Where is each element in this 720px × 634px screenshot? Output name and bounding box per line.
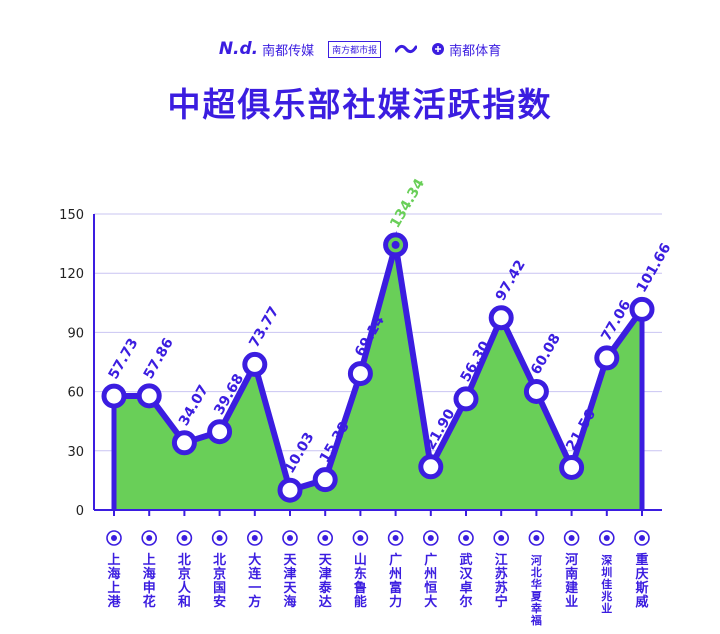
x-tick-label: 重庆斯威 bbox=[634, 552, 648, 610]
data-points bbox=[101, 232, 655, 503]
x-tick-label: 天津天海 bbox=[283, 553, 297, 610]
x-tick-label: 大连一方 bbox=[248, 552, 262, 610]
nandu-sports-logo: 南都体育 bbox=[431, 40, 501, 59]
club-badge-icon-center bbox=[146, 535, 153, 541]
club-badge-icon-center bbox=[568, 535, 575, 541]
data-point bbox=[171, 430, 197, 456]
x-tick-label: 广州富力 bbox=[388, 552, 402, 610]
chart-title: 中超俱乐部社媒活跃指数 bbox=[167, 85, 553, 124]
x-tick-label: 江苏苏宁 bbox=[495, 552, 508, 610]
area-shape bbox=[114, 244, 642, 510]
data-label: 134.34 bbox=[387, 176, 428, 231]
club-badge-icon-center bbox=[533, 535, 540, 541]
club-badge-icon-center bbox=[181, 535, 188, 541]
y-tick-label: 0 bbox=[76, 504, 84, 519]
nandu-sports-icon bbox=[432, 43, 445, 55]
data-point bbox=[136, 383, 162, 409]
y-tick-label: 90 bbox=[67, 326, 84, 341]
data-label: 57.73 bbox=[106, 336, 142, 382]
data-label: 10.03 bbox=[282, 430, 318, 476]
club-badge-icon-center bbox=[498, 535, 505, 541]
club-badge-icon-center bbox=[392, 535, 399, 541]
y-tick-label: 120 bbox=[59, 267, 84, 282]
club-badge-icon-center bbox=[427, 535, 434, 541]
y-tick-label: 30 bbox=[67, 445, 84, 460]
data-label: 57.86 bbox=[141, 335, 177, 381]
nandu-media-logo: N.d. 南都传媒 bbox=[219, 39, 314, 59]
data-point bbox=[277, 477, 303, 503]
data-point bbox=[488, 305, 514, 331]
club-badge-icon-center bbox=[603, 535, 610, 541]
data-point bbox=[242, 351, 268, 377]
club-badge-icon-center bbox=[322, 535, 329, 541]
club-badge-icon-center bbox=[463, 535, 469, 541]
x-tick-labels: 上海上港 上海申花 北京人和 北京国安 大连一方 天津天海 天津泰达 山东鲁能 广州富力 广州恒大… bbox=[106, 510, 650, 627]
data-point bbox=[207, 419, 233, 445]
nandu-media-text: 南都传媒 bbox=[262, 43, 315, 59]
data-point-center bbox=[391, 240, 400, 249]
nandu-sports-text: 南都体育 bbox=[449, 43, 502, 59]
data-point bbox=[101, 383, 127, 409]
data-point bbox=[312, 467, 338, 493]
x-tick-label: 天津泰达 bbox=[318, 553, 333, 610]
data-label: 60.08 bbox=[528, 331, 564, 377]
nd-mark-icon: N.d. bbox=[218, 39, 259, 59]
y-tick-label: 60 bbox=[67, 386, 84, 401]
club-badge-icon-center bbox=[111, 535, 117, 541]
club-badge-icon-center bbox=[357, 535, 364, 541]
brand-logos: N.d. 南都传媒 南方都市报 南都体育 bbox=[0, 36, 720, 62]
data-point bbox=[629, 296, 655, 322]
x-tick-label: 河南建业 bbox=[565, 552, 578, 610]
club-badge-icon-center bbox=[251, 535, 258, 541]
club-badge-icon-center bbox=[639, 535, 645, 541]
y-tick-label: 150 bbox=[59, 208, 84, 223]
area-fill bbox=[114, 244, 642, 510]
club-badge-icon-center bbox=[216, 535, 223, 541]
wave-logo-icon bbox=[395, 44, 418, 54]
x-tick-label: 北京国安 bbox=[213, 553, 226, 610]
data-point bbox=[418, 454, 444, 480]
data-point bbox=[347, 361, 373, 387]
series-line bbox=[111, 230, 645, 510]
data-label: 34.07 bbox=[176, 382, 212, 428]
data-point bbox=[559, 454, 585, 480]
data-label: 97.42 bbox=[493, 257, 529, 303]
data-point bbox=[453, 386, 479, 412]
x-tick-label: 河北华夏幸福 bbox=[530, 553, 543, 627]
series-line-path bbox=[113, 230, 645, 494]
x-tick-label: 山东鲁能 bbox=[354, 552, 367, 610]
data-point bbox=[523, 378, 549, 404]
southern-metropolis-daily-logo: 南方都市报 bbox=[328, 40, 382, 58]
data-point bbox=[594, 345, 620, 371]
data-label: 73.77 bbox=[246, 304, 282, 350]
x-tick-label: 北京人和 bbox=[178, 553, 192, 610]
x-tick-label: 上海上港 bbox=[107, 553, 121, 610]
data-label: 101.66 bbox=[634, 241, 675, 296]
x-tick-label: 上海申花 bbox=[143, 553, 156, 610]
x-tick-label: 广州恒大 bbox=[423, 552, 437, 610]
axes: 0 30 60 90 120 150 bbox=[59, 208, 662, 519]
x-tick-label: 武汉卓尔 bbox=[459, 552, 473, 610]
club-badge-icon-center bbox=[287, 535, 293, 541]
x-tick-label: 深圳佳兆业 bbox=[601, 553, 612, 615]
